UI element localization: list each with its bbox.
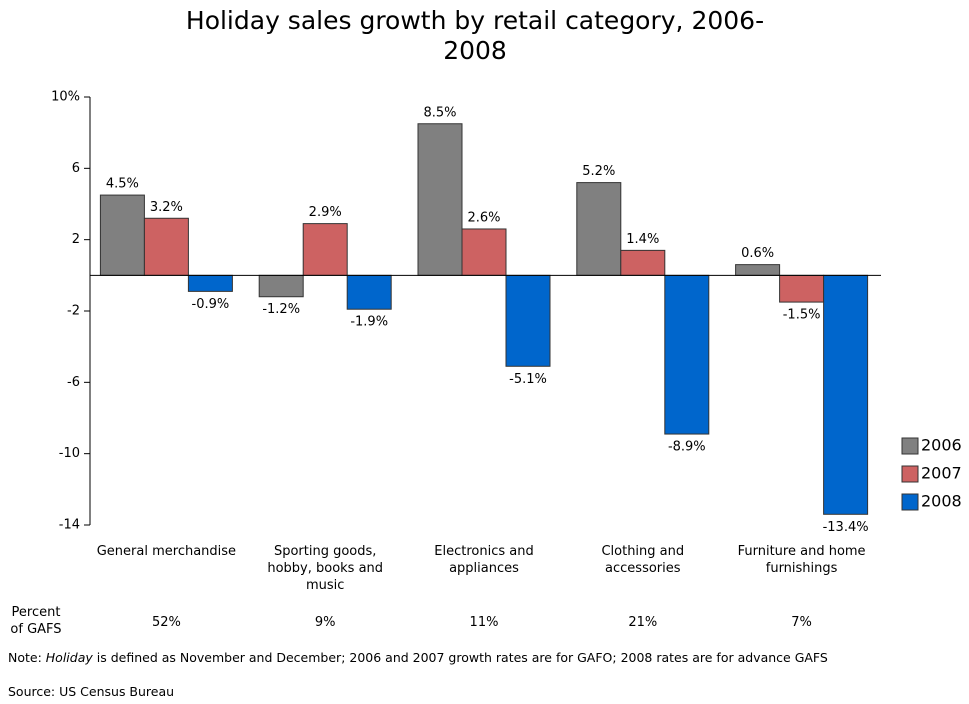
note-text: Note: xyxy=(8,650,46,665)
legend-swatch xyxy=(901,437,919,455)
y-tick-label: -14 xyxy=(59,518,80,533)
y-tick-label: 6 xyxy=(72,161,80,176)
value-label: 5.2% xyxy=(582,164,615,179)
y-tick-label: -10 xyxy=(59,446,80,461)
legend-label: 2006 xyxy=(921,436,962,455)
bar xyxy=(346,274,392,310)
value-label: -0.9% xyxy=(192,297,230,312)
note: Note: Holiday is defined as November and… xyxy=(8,650,888,666)
value-label: 3.2% xyxy=(150,200,183,215)
value-label: -1.5% xyxy=(783,308,821,323)
chart-title: Holiday sales growth by retail category,… xyxy=(185,6,765,65)
legend-label: 2008 xyxy=(921,492,962,511)
bar xyxy=(302,223,348,276)
note-text: is defined as November and December; 200… xyxy=(92,650,828,665)
value-label: -8.9% xyxy=(668,440,706,455)
value-label: 2.6% xyxy=(467,210,500,225)
y-tick-label: -6 xyxy=(67,375,80,390)
gafs-value: 9% xyxy=(314,615,336,630)
legend-swatch xyxy=(901,493,919,511)
legend-swatch xyxy=(901,465,919,483)
bar xyxy=(823,274,869,515)
bar xyxy=(99,194,145,276)
legend-label: 2007 xyxy=(921,464,962,483)
bar xyxy=(620,249,666,276)
value-label: 8.5% xyxy=(423,105,456,120)
bar xyxy=(143,217,189,276)
value-label: -13.4% xyxy=(823,520,869,535)
bar xyxy=(779,274,825,303)
note-text: Holiday xyxy=(45,650,93,665)
bar xyxy=(258,274,304,298)
bar xyxy=(461,228,507,276)
value-label: 2.9% xyxy=(309,205,342,220)
x-tick-label: Electronics and appliances xyxy=(434,544,534,576)
y-tick-label: 10% xyxy=(51,90,80,105)
value-label: -5.1% xyxy=(509,372,547,387)
value-label: 0.6% xyxy=(741,246,774,261)
x-tick-label: General merchandise xyxy=(96,544,237,559)
gafs-value: 52% xyxy=(151,615,181,630)
gafs-value: 7% xyxy=(791,615,812,630)
source: Source: US Census Bureau xyxy=(8,684,175,699)
y-tick-label: -2 xyxy=(67,304,80,319)
value-label: 4.5% xyxy=(106,177,139,192)
bar xyxy=(664,274,710,435)
value-label: -1.9% xyxy=(350,315,388,330)
bar xyxy=(417,123,463,276)
gafs-value: 21% xyxy=(628,615,658,630)
bar xyxy=(735,264,781,276)
gafs-value: 11% xyxy=(469,615,499,630)
y-tick-label: 2 xyxy=(72,232,80,247)
x-tick-label: Sporting goods, hobby, books and music xyxy=(267,544,384,593)
x-tick-label: Clothing and accessories xyxy=(601,544,685,576)
value-label: 1.4% xyxy=(626,232,659,247)
x-tick-label: Furniture and home furnishings xyxy=(737,544,866,576)
bar xyxy=(187,274,233,292)
bar xyxy=(505,274,551,367)
gafs-label: Percent of GAFS xyxy=(10,605,62,637)
bar xyxy=(576,182,622,276)
value-label: -1.2% xyxy=(262,302,300,317)
